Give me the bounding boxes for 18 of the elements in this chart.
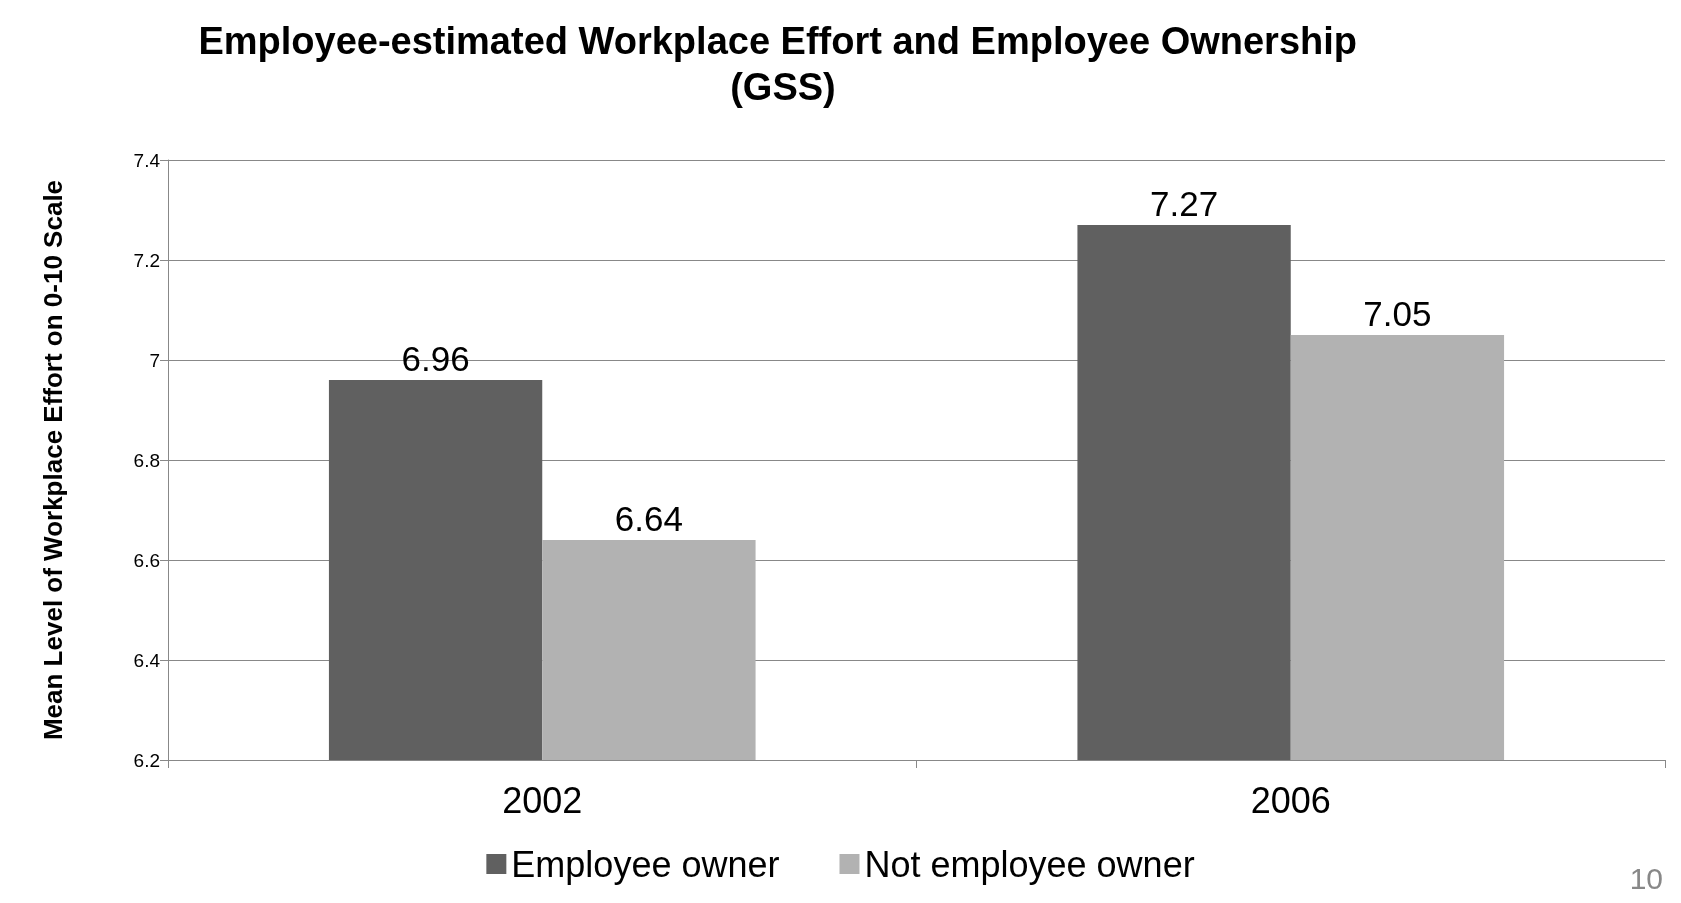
y-axis-title: Mean Level of Workplace Effort on 0-10 Scale [38,179,68,741]
y-tick-label: 6.8 [133,449,160,471]
data-label: 6.64 [614,499,683,538]
y-tick-label: 6.6 [133,549,160,571]
y-tick-label: 6.2 [133,749,160,771]
y-tick-label: 7.2 [133,249,160,271]
legend-label: Employee owner [511,843,780,885]
chart-title: Employee-estimated Workplace Effort and Employee Ownership (GSS) [198,20,1368,108]
data-label: 6.96 [401,339,470,378]
y-tick-label: 7.4 [133,149,161,171]
x-tick-label: 2006 [1250,779,1331,821]
y-tick-label: 7 [149,349,160,371]
data-label: 7.05 [1363,294,1432,333]
data-label: 7.27 [1150,184,1219,223]
y-tick-label: 6.4 [133,649,161,671]
legend-label: Not employee owner [864,843,1195,885]
text: 10 [1629,861,1664,895]
x-tick-label: 2002 [502,779,583,821]
